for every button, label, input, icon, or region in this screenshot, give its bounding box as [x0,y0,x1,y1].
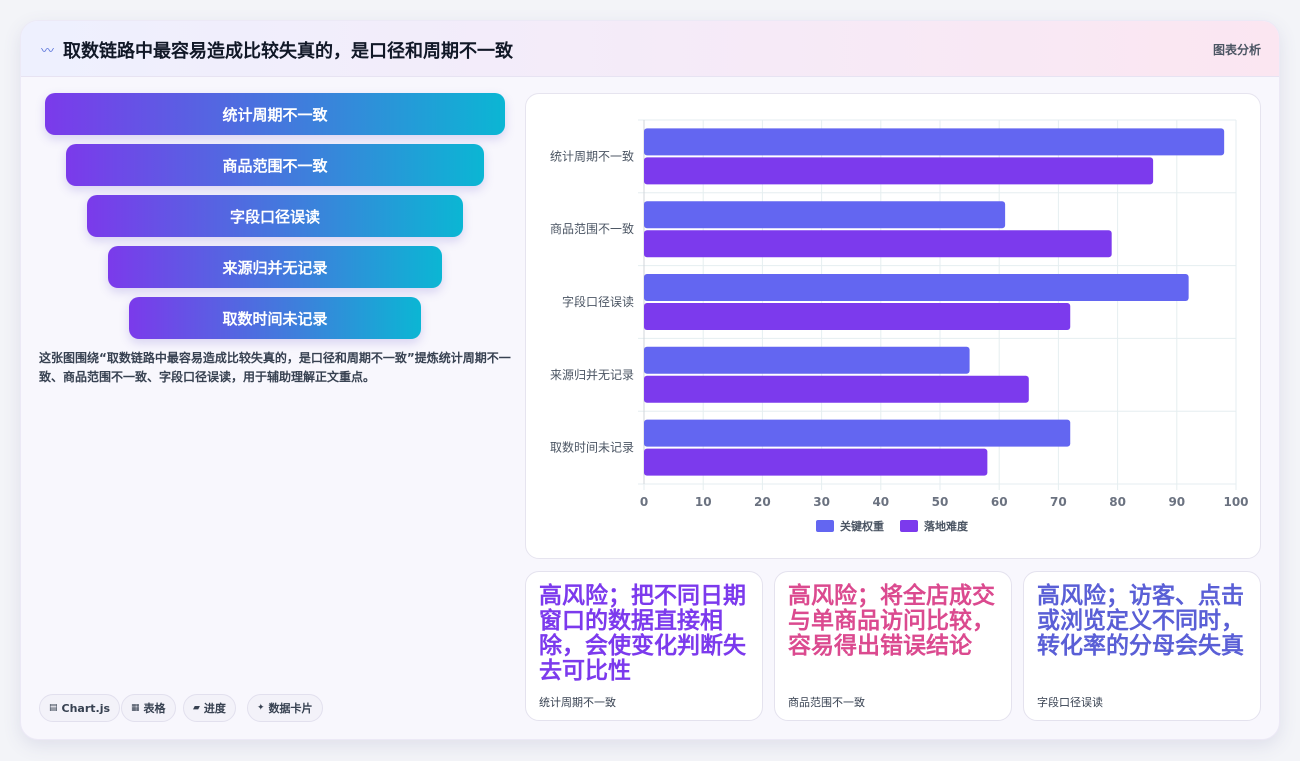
bar-key-weight [644,346,970,374]
y-tick-label: 字段口径误读 [562,294,634,309]
funnel-step-3: 字段口径误读 [87,195,463,237]
y-tick-label: 取数时间未记录 [550,440,634,455]
bar-key-weight [644,128,1225,156]
chip-data-card[interactable]: ✦ 数据卡片 [247,694,323,722]
stat-card-label: 字段口径误读 [1037,696,1103,709]
chip-progress[interactable]: ▰ 进度 [183,694,236,722]
x-tick-label: 70 [1050,495,1067,509]
x-tick-label: 90 [1168,495,1185,509]
bar-chart-panel: 0 10 20 30 40 50 60 70 80 90 100 统计周期不一致 商品范围不一致字段口径… [525,93,1261,559]
bar-difficulty [644,230,1112,258]
chip-chartjs[interactable]: ▤ Chart.js [39,694,121,722]
funnel-step-4: 来源归并无记录 [108,246,442,288]
header: 〰 取数链路中最容易造成比较失真的，是口径和周期不一致 图表分析 [21,21,1279,77]
bar-key-weight [644,274,1189,301]
progress-icon: ▰ [193,703,200,713]
bar-difficulty [644,303,1071,330]
stat-card-2: 高风险；将全店成交与单商品访问比较，容易得出错误结论 商品范围不一致 [774,571,1012,721]
table-icon: ▦ [131,703,140,713]
stat-card-label: 商品范围不一致 [788,696,865,709]
bar-difficulty [644,157,1154,185]
chart-description: 这张图围绕“取数链路中最容易造成比较失真的，是口径和周期不一致”提炼统计周期不一… [39,351,511,384]
wave-icon: 〰 [41,44,55,59]
horizontal-bar-chart: 0 10 20 30 40 50 60 70 80 90 100 统计周期不一致商品范围不一致字段口径… [550,119,1249,533]
x-tick-label: 50 [932,495,949,509]
x-tick-label: 40 [872,495,889,509]
report-card: 〰 取数链路中最容易造成比较失真的，是口径和周期不一致 图表分析 统计周期不一致… [20,20,1280,740]
bar-difficulty [644,375,1029,403]
stat-card-value: 高风险；把不同日期窗口的数据直接相除，会使变化判断失去可比性 [539,583,746,684]
x-tick-label: 0 [640,495,648,509]
funnel-step-2: 商品范围不一致 [66,144,484,186]
x-tick-label: 30 [813,495,830,509]
chart-analysis-tag: 图表分析 [1212,43,1261,57]
stat-card-value: 高风险；访客、点击或浏览定义不同时，转化率的分母会失真 [1037,583,1244,659]
legend-swatch [816,520,834,532]
chart-icon: ▤ [49,703,58,713]
sparkle-icon: ✦ [257,703,265,713]
bar-key-weight [644,201,1006,229]
bar-difficulty [644,448,988,476]
x-tick-label: 100 [1223,495,1248,509]
stat-card-1: 高风险；把不同日期窗口的数据直接相除，会使变化判断失去可比性 统计周期不一致 [525,571,763,721]
x-tick-label: 80 [1109,495,1126,509]
legend-label: 关键权重 [840,519,884,533]
funnel-step-1: 统计周期不一致 [45,93,505,135]
chip-table[interactable]: ▦ 表格 [121,694,176,722]
x-tick-label: 10 [695,495,712,509]
y-tick-label: 统计周期不一致 [550,149,634,163]
stat-card-value: 高风险；将全店成交与单商品访问比较，容易得出错误结论 [788,583,995,659]
funnel-step-5: 取数时间未记录 [129,297,421,339]
page-title: 取数链路中最容易造成比较失真的，是口径和周期不一致 [63,41,513,62]
stat-card-label: 统计周期不一致 [539,696,616,709]
x-tick-label: 20 [754,495,771,509]
legend-swatch [900,520,918,532]
bar-key-weight [644,419,1071,447]
x-tick-label: 60 [991,495,1008,509]
y-tick-label: 来源归并无记录 [550,368,634,382]
stat-card-3: 高风险；访客、点击或浏览定义不同时，转化率的分母会失真 字段口径误读 [1023,571,1261,721]
legend-label: 落地难度 [924,519,969,533]
y-tick-label: 商品范围不一致 [550,221,634,236]
